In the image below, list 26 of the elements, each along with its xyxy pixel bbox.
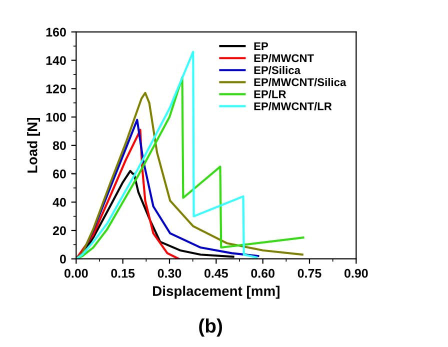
x-tick-label: 0.45: [204, 268, 228, 278]
y-tick-label: 140: [46, 56, 66, 65]
y-tick-label: 120: [46, 84, 66, 94]
y-axis-title: Load [N]: [27, 118, 40, 173]
legend-label: EP/MWCNT/Silica: [254, 78, 346, 86]
x-tick-label: 0.15: [111, 268, 135, 278]
legend-label: EP/MWCNT: [254, 54, 314, 62]
legend-label: EP/LR: [254, 90, 286, 98]
y-tick-label: 40: [52, 198, 66, 207]
legend-label: EP/Silica: [254, 66, 301, 74]
legend-label: EP: [254, 42, 268, 50]
x-axis-title: Displacement [mm]: [153, 286, 280, 299]
x-tick-label: 0.90: [344, 268, 368, 278]
x-tick-label: 0.00: [64, 268, 88, 278]
x-tick-label: 0.60: [251, 268, 274, 278]
y-tick-label: 80: [52, 141, 66, 150]
text: (b): [199, 318, 222, 337]
line-series: [76, 128, 180, 259]
x-tick-label: 0.75: [298, 268, 322, 278]
y-tick-label: 60: [52, 170, 66, 178]
y-tick-label: 160: [46, 28, 66, 37]
x-tick-label: 0.30: [158, 268, 182, 278]
legend-label: EP/MWCNT/LR: [254, 102, 332, 110]
y-tick-label: 100: [46, 112, 66, 122]
y-tick-label: 20: [52, 226, 66, 236]
y-tick-label: 0: [60, 254, 66, 264]
